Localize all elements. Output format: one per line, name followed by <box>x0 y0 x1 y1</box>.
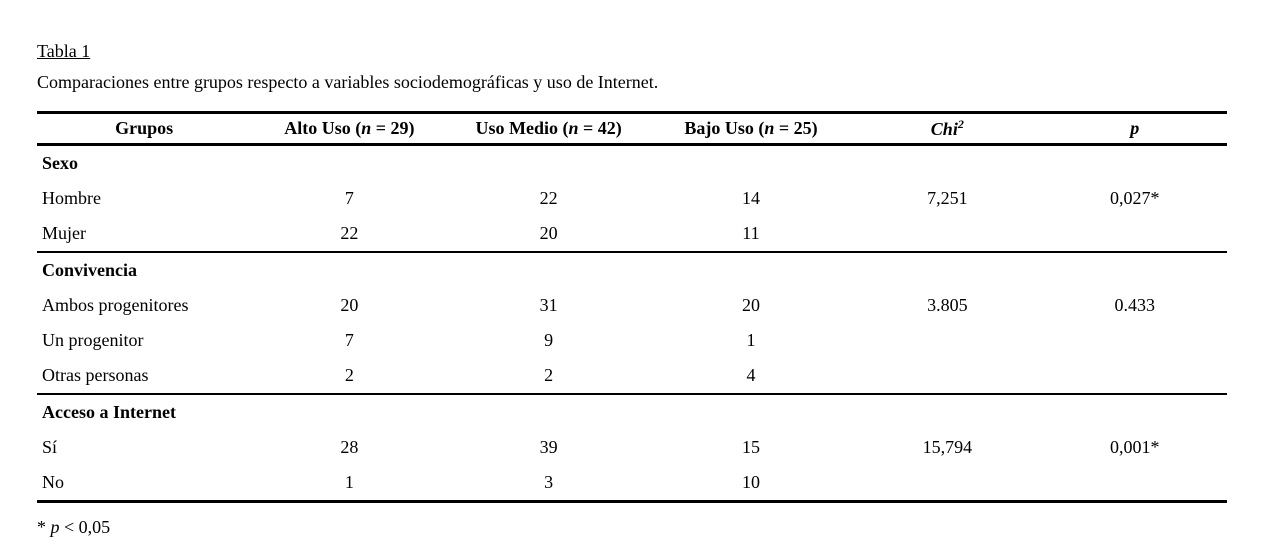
header-grupos: Grupos <box>37 112 252 146</box>
section-title: Sexo <box>42 153 78 173</box>
cell-bajo: 15 <box>741 437 760 457</box>
row-label: Mujer <box>42 223 86 243</box>
table-row: Sí 28 39 15 15,794 0,001* <box>37 430 1227 465</box>
cell-medio: 20 <box>539 223 558 243</box>
cell-bajo: 14 <box>741 188 760 208</box>
table-title: Tabla 1 <box>37 41 91 61</box>
section-title: Acceso a Internet <box>37 393 1227 430</box>
cell-p <box>1043 465 1227 502</box>
section-convivencia: Convivencia Ambos progenitores 20 31 20 … <box>37 251 1227 394</box>
table-row: Mujer 22 20 11 <box>37 216 1227 252</box>
n-symbol: n <box>361 118 372 138</box>
row-label: Otras personas <box>42 365 149 385</box>
table-row: Hombre 7 22 14 7,251 0,027* <box>37 181 1227 216</box>
section-acceso-internet: Acceso a Internet Sí 28 39 15 15,794 0,0… <box>37 393 1227 502</box>
cell-bajo: 1 <box>746 330 756 350</box>
cell-medio: 39 <box>539 437 558 457</box>
cell-alto: 22 <box>340 223 359 243</box>
header-uso-medio: Uso Medio (n = 42) <box>447 112 650 146</box>
cell-p: 0,027* <box>1110 188 1160 208</box>
header-row: Grupos Alto Uso (n = 29) Uso Medio (n = … <box>37 112 1227 146</box>
n-symbol: n <box>568 118 579 138</box>
statistics-table: Grupos Alto Uso (n = 29) Uso Medio (n = … <box>37 111 1227 503</box>
cell-medio: 3 <box>544 472 554 492</box>
cell-chi <box>852 465 1042 502</box>
cell-p <box>1043 358 1227 394</box>
cell-alto: 1 <box>344 472 354 492</box>
cell-chi: 15,794 <box>922 437 973 457</box>
cell-medio: 2 <box>544 365 554 385</box>
table-row: Un progenitor 7 9 1 <box>37 323 1227 358</box>
header-bajo-uso: Bajo Uso (n = 25) <box>649 112 853 146</box>
cell-medio: 9 <box>544 330 554 350</box>
cell-chi <box>852 358 1042 394</box>
cell-medio: 22 <box>539 188 558 208</box>
table-row: Otras personas 2 2 4 <box>37 358 1227 394</box>
cell-medio: 31 <box>539 295 558 315</box>
n-symbol: n <box>764 118 775 138</box>
cell-alto: 7 <box>344 330 354 350</box>
row-label: Hombre <box>42 188 101 208</box>
table-header: Grupos Alto Uso (n = 29) Uso Medio (n = … <box>37 112 1227 146</box>
table-caption: Comparaciones entre grupos respecto a va… <box>37 72 659 92</box>
footnote-marker: * <box>37 517 51 537</box>
cell-p: 0.433 <box>1114 295 1156 315</box>
cell-p <box>1043 216 1227 252</box>
section-title-row: Sexo <box>37 145 1227 182</box>
document-page: Tabla 1 Comparaciones entre grupos respe… <box>37 41 1277 538</box>
cell-p <box>1043 323 1227 358</box>
section-title-row: Acceso a Internet <box>37 393 1227 430</box>
cell-bajo: 10 <box>741 472 760 492</box>
cell-chi: 3.805 <box>927 295 968 315</box>
row-label: Un progenitor <box>42 330 144 350</box>
footnote-text: < 0,05 <box>59 517 111 537</box>
table-footnote: * p < 0,05 <box>37 516 1277 538</box>
row-label: No <box>42 472 64 492</box>
cell-bajo: 4 <box>746 365 756 385</box>
cell-chi <box>852 216 1042 252</box>
header-alto-uso: Alto Uso (n = 29) <box>251 112 448 146</box>
cell-chi: 7,251 <box>927 188 968 208</box>
cell-alto: 20 <box>340 295 359 315</box>
header-p-value: p <box>1042 112 1227 146</box>
p-symbol: p <box>50 517 60 537</box>
section-title: Convivencia <box>37 251 1227 288</box>
section-title-row: Convivencia <box>37 251 1227 288</box>
section-sexo: Sexo Hombre 7 22 14 7,251 0,027* Mujer 2… <box>37 145 1227 253</box>
cell-alto: 7 <box>344 188 354 208</box>
cell-alto: 2 <box>344 365 354 385</box>
row-label: Ambos progenitores <box>42 295 189 315</box>
cell-bajo: 20 <box>741 295 760 315</box>
cell-chi <box>852 323 1042 358</box>
table-row: No 1 3 10 <box>37 465 1227 502</box>
cell-bajo: 11 <box>742 223 760 243</box>
superscript-2: 2 <box>957 117 964 131</box>
cell-p: 0,001* <box>1110 437 1160 457</box>
cell-alto: 28 <box>340 437 359 457</box>
table-row: Ambos progenitores 20 31 20 3.805 0.433 <box>37 288 1227 323</box>
header-chi-squared: Chi2 <box>852 112 1043 146</box>
row-label: Sí <box>42 437 58 457</box>
